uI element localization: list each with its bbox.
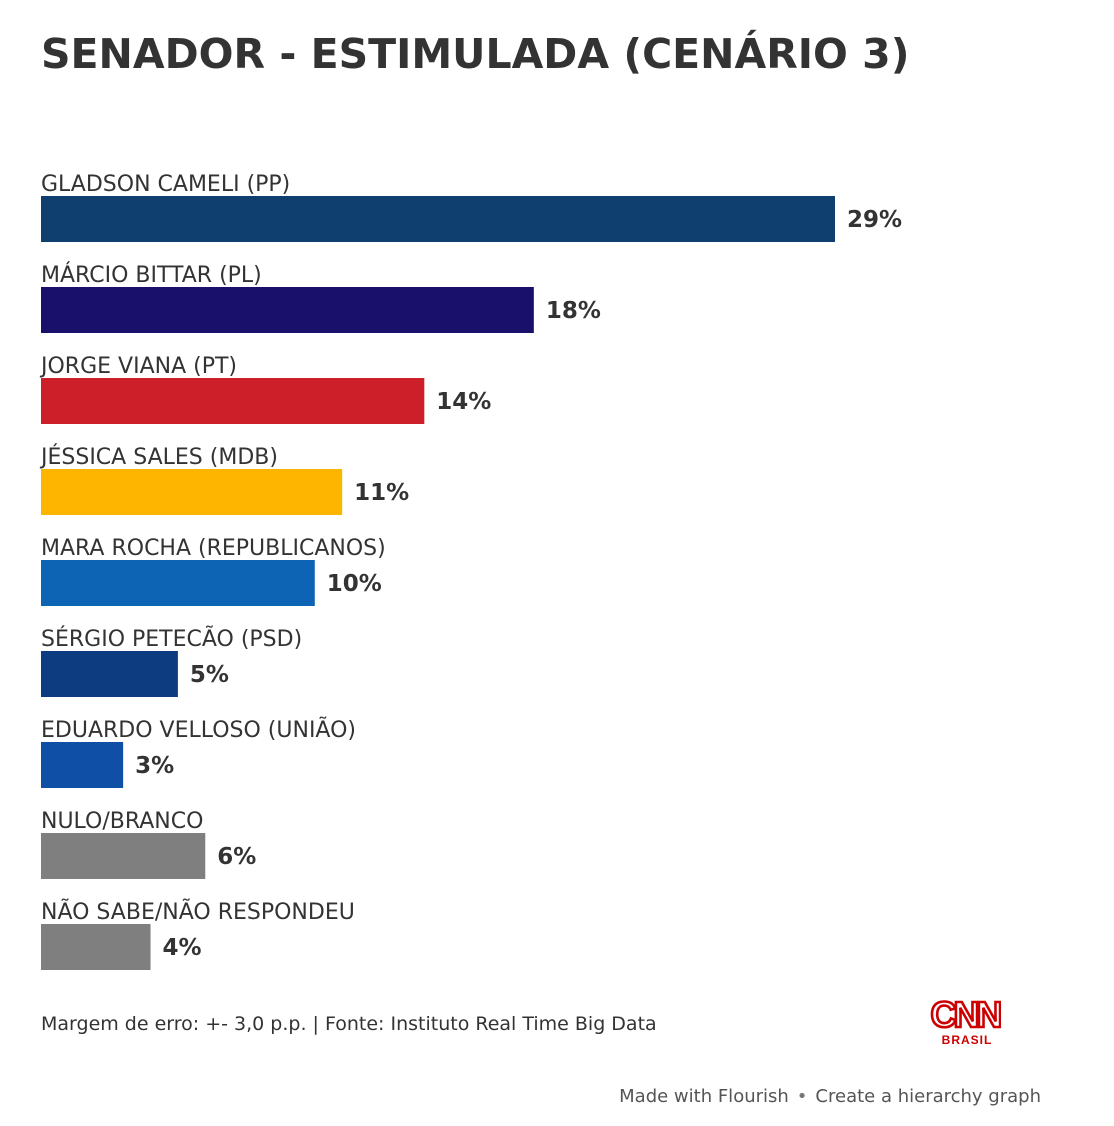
value-label: 6% <box>217 844 256 870</box>
cnn-logo-text: CNN <box>931 995 1001 1035</box>
category-label: JÉSSICA SALES (MDB) <box>39 444 278 470</box>
bar[interactable] <box>41 287 534 333</box>
category-label: MARA ROCHA (REPUBLICANOS) <box>41 536 386 561</box>
category-label: NÃO SABE/NÃO RESPONDEU <box>41 898 355 925</box>
source-note: Margem de erro: +- 3,0 p.p. | Fonte: Ins… <box>41 1013 657 1035</box>
brasil-logo-text: BRASIL <box>942 1033 993 1047</box>
value-label: 3% <box>135 753 174 779</box>
category-label: SÉRGIO PETECÃO (PSD) <box>41 625 302 652</box>
made-with-flourish-link[interactable]: Made with Flourish <box>619 1086 789 1107</box>
flourish-credit: Made with Flourish • Create a hierarchy gr… <box>619 1086 1041 1107</box>
bar[interactable] <box>41 469 343 515</box>
category-label: JORGE VIANA (PT) <box>39 354 237 379</box>
value-label: 11% <box>354 480 409 506</box>
category-label: NULO/BRANCO <box>41 809 203 834</box>
create-hierarchy-link[interactable]: Create a hierarchy graph <box>815 1086 1041 1107</box>
cnn-brasil-logo: CNN BRASIL <box>929 995 1001 1047</box>
value-label: 4% <box>163 935 202 961</box>
value-label: 5% <box>190 662 229 688</box>
chart-title: SENADOR - ESTIMULADA (CENÁRIO 3) <box>41 30 910 78</box>
bar[interactable] <box>41 196 835 242</box>
credit-separator: • <box>796 1086 808 1107</box>
category-label: GLADSON CAMELI (PP) <box>41 172 290 197</box>
value-label: 10% <box>327 571 382 597</box>
bar-chart: GLADSON CAMELI (PP) 29% MÁRCIO BITTAR (PL)… <box>39 172 902 970</box>
bar[interactable] <box>41 742 124 788</box>
value-label: 29% <box>847 207 902 233</box>
bar[interactable] <box>41 924 151 970</box>
value-label: 18% <box>546 298 601 324</box>
bar[interactable] <box>41 378 425 424</box>
bar[interactable] <box>41 833 206 879</box>
value-label: 14% <box>436 389 491 415</box>
category-label: MÁRCIO BITTAR (PL) <box>41 262 262 288</box>
bar[interactable] <box>41 560 315 606</box>
bar[interactable] <box>41 651 178 697</box>
category-label: EDUARDO VELLOSO (UNIÃO) <box>41 716 356 743</box>
